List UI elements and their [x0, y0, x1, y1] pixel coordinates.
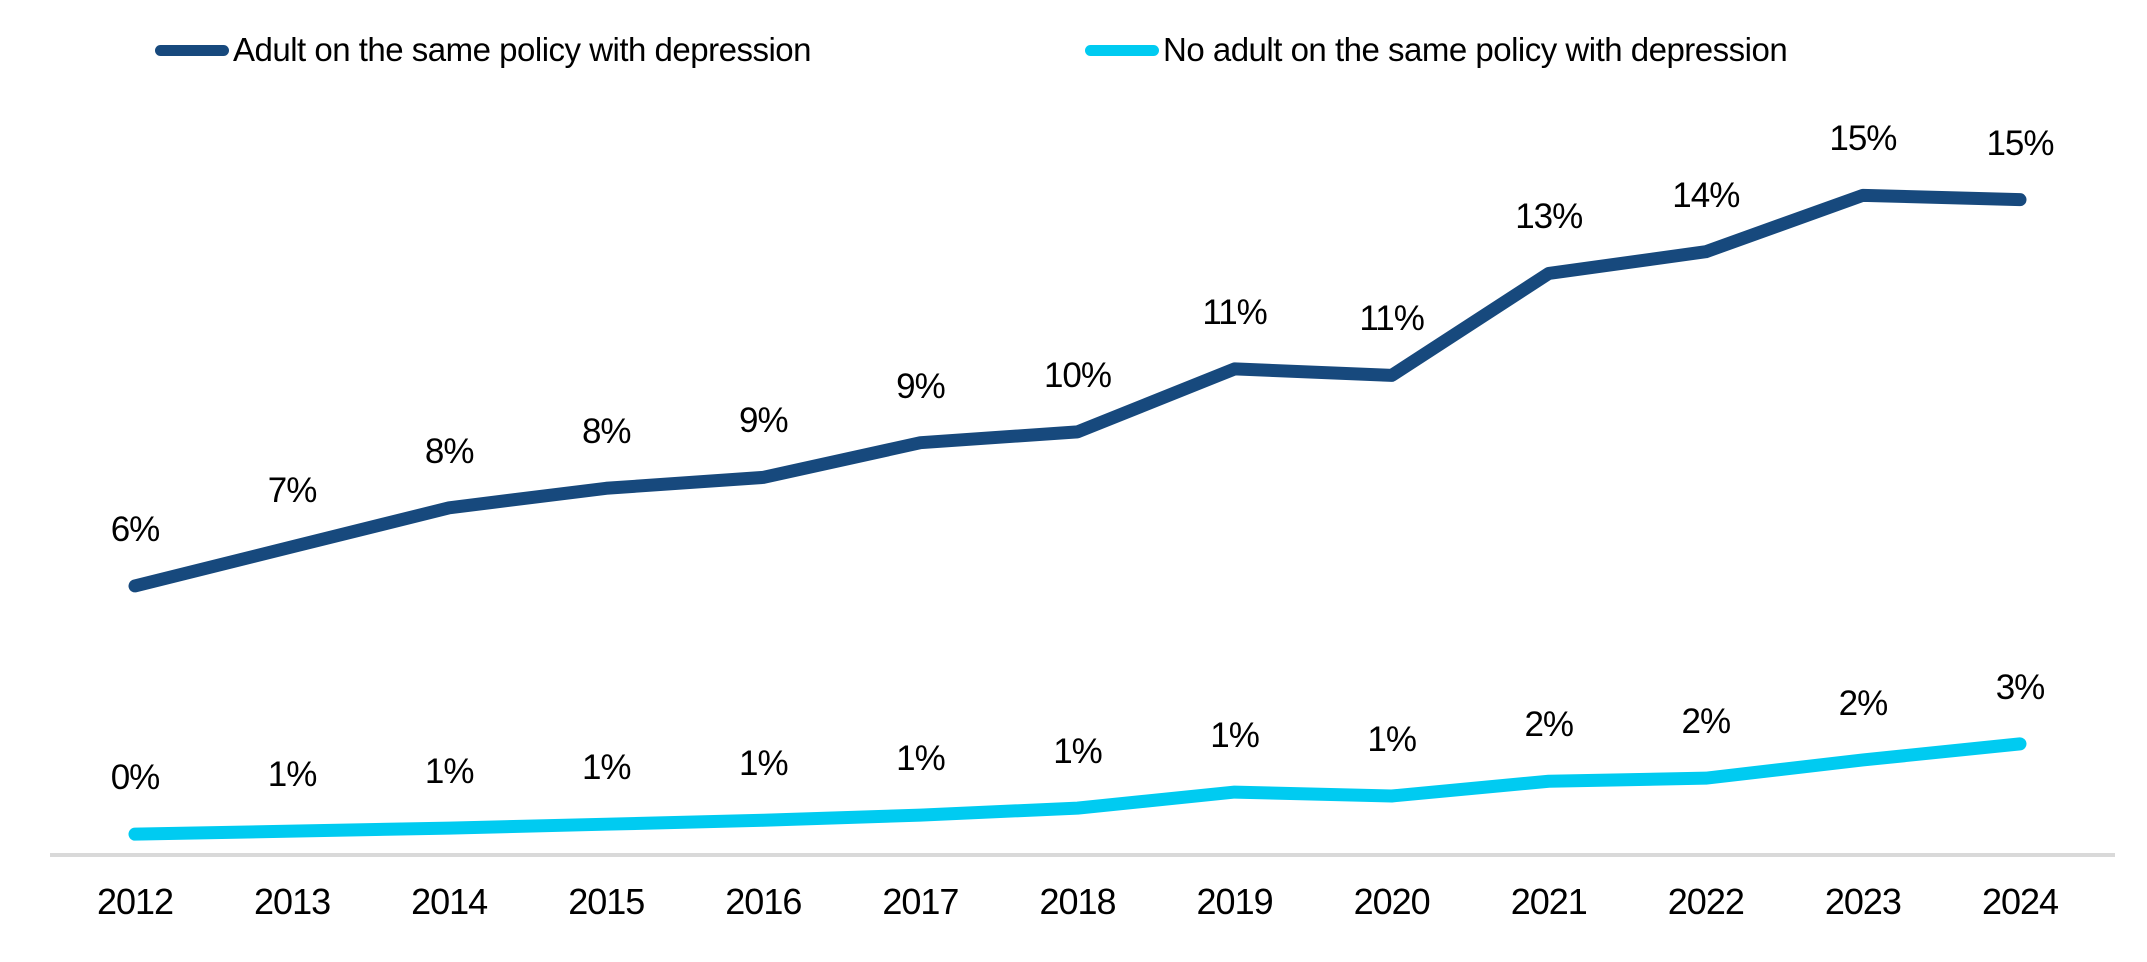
data-label-adult-2021: 13%: [1515, 197, 1583, 237]
legend-swatch-no-adult-series: [1085, 44, 1159, 56]
data-label-adult-2023: 15%: [1829, 119, 1897, 159]
legend-label-adult-series: Adult on the same policy with depression: [233, 31, 812, 68]
x-axis-label-2017: 2017: [882, 881, 959, 922]
data-label-no-adult-2015: 1%: [581, 748, 632, 788]
x-axis-label-2020: 2020: [1353, 881, 1431, 922]
data-label-no-adult-2016: 1%: [739, 744, 789, 784]
chart-legend: Adult on the same policy with depression…: [0, 26, 2147, 74]
x-axis-baseline: [50, 853, 2115, 857]
series-line-adult: [128, 188, 2027, 593]
x-axis-label-2019: 2019: [1196, 881, 1274, 922]
data-label-no-adult-2012: 0%: [110, 758, 161, 798]
data-label-no-adult-2018: 1%: [1053, 732, 1103, 772]
data-label-no-adult-2014: 1%: [424, 752, 475, 792]
data-label-no-adult-2020: 1%: [1367, 719, 1417, 759]
data-label-no-adult-2019: 1%: [1210, 716, 1260, 756]
data-label-adult-2022: 14%: [1672, 175, 1740, 215]
data-label-adult-2014: 8%: [424, 431, 475, 471]
data-label-adult-2018: 10%: [1043, 355, 1112, 395]
data-label-adult-2024: 15%: [1986, 123, 2054, 163]
series-line-no-adult: [128, 737, 2027, 841]
legend-label-no-adult-series: No adult on the same policy with depress…: [1163, 31, 1788, 68]
data-label-no-adult-2021: 2%: [1524, 705, 1574, 745]
data-label-adult-2016: 9%: [739, 401, 789, 441]
data-label-adult-2012: 6%: [110, 509, 161, 549]
data-label-no-adult-2013: 1%: [267, 755, 318, 795]
x-axis-label-2018: 2018: [1039, 881, 1116, 922]
data-label-adult-2020: 11%: [1359, 299, 1424, 339]
x-axis-label-2012: 2012: [96, 881, 174, 922]
x-axis-label-2023: 2023: [1824, 881, 1902, 922]
data-label-adult-2017: 9%: [896, 366, 946, 406]
legend-swatch-adult-series: [155, 44, 229, 56]
data-label-no-adult-2017: 1%: [896, 739, 946, 779]
data-label-no-adult-2023: 2%: [1838, 683, 1889, 723]
data-label-adult-2013: 7%: [267, 470, 318, 510]
x-axis-label-2016: 2016: [725, 881, 802, 922]
x-axis-label-2014: 2014: [411, 881, 488, 922]
data-label-adult-2015: 8%: [581, 412, 632, 452]
x-axis-label-2013: 2013: [254, 881, 331, 922]
legend-item-no-adult-series: No adult on the same policy with depress…: [1085, 26, 1788, 74]
data-label-adult-2019: 11%: [1202, 292, 1267, 332]
x-axis-label-2022: 2022: [1667, 881, 1745, 922]
x-axis-label-2015: 2015: [568, 881, 645, 922]
data-label-no-adult-2024: 3%: [1995, 667, 2046, 707]
x-axis-label-2021: 2021: [1510, 881, 1588, 922]
legend-item-adult-series: Adult on the same policy with depression: [155, 26, 812, 74]
data-label-no-adult-2022: 2%: [1681, 702, 1732, 742]
x-axis-label-2024: 2024: [1981, 881, 2059, 922]
